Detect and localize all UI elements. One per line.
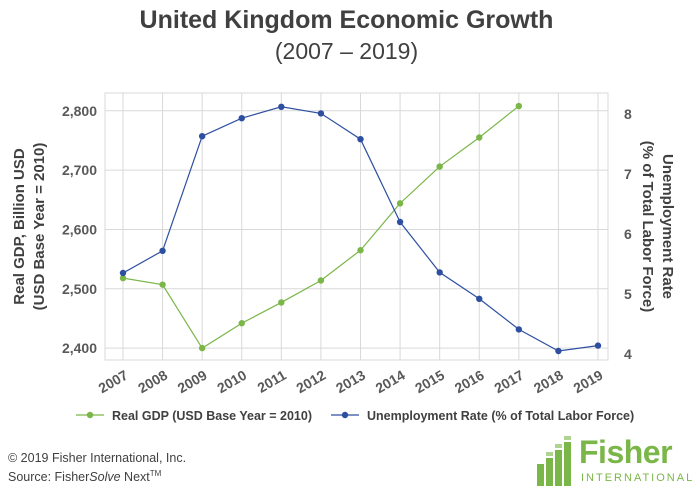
- y-left-axis-title: (USD Base Year = 2010): [31, 143, 48, 311]
- y-right-tick-label: 7: [624, 166, 632, 182]
- unemployment-data-point: [119, 269, 127, 277]
- legend-marker: [86, 411, 94, 419]
- legend-marker: [341, 411, 349, 419]
- gdp-data-point: [159, 281, 166, 288]
- x-tick-label: 2008: [135, 367, 170, 397]
- y-right-axis-title: Unemployment Rate: [659, 154, 676, 299]
- x-tick-label: 2012: [293, 367, 328, 397]
- x-tick-label: 2014: [373, 367, 408, 397]
- fisher-logo: Fisher INTERNATIONAL: [535, 432, 692, 490]
- gdp-data-point: [396, 200, 404, 207]
- gdp-data-point: [515, 102, 523, 110]
- unemployment-data-point: [357, 136, 364, 143]
- x-tick-label: 2007: [96, 367, 131, 397]
- y-left-axis-title: Real GDP, Billion USD: [11, 148, 28, 305]
- footer: © 2019 Fisher International, Inc. Source…: [8, 450, 186, 485]
- y-left-tick-label: 2,500: [62, 281, 97, 297]
- gdp-data-point: [119, 274, 127, 282]
- y-right-tick-label: 8: [624, 106, 632, 122]
- unemployment-data-point: [555, 347, 562, 355]
- x-tick-label: 2017: [491, 367, 526, 397]
- x-tick-label: 2015: [412, 367, 447, 397]
- x-tick-label: 2009: [175, 367, 210, 397]
- gdp-data-point: [238, 320, 245, 327]
- x-tick-label: 2010: [214, 367, 249, 397]
- x-tick-label: 2013: [333, 367, 368, 397]
- unemployment-data-point: [594, 342, 602, 349]
- source-tm: TM: [149, 469, 162, 478]
- chart-title: United Kingdom Economic Growth: [139, 6, 554, 34]
- unemployment-data-point: [198, 133, 206, 140]
- bars-logo-icon: [537, 436, 571, 486]
- logo-subword: INTERNATIONAL: [581, 472, 693, 484]
- gdp-data-point: [476, 134, 483, 141]
- y-right-axis-title: (% of Total Labor Force): [639, 141, 656, 312]
- chart-subtitle: (2007 – 2019): [274, 38, 419, 64]
- gdp-data-point: [317, 277, 325, 284]
- gdp-data-point: [198, 344, 206, 352]
- unemployment-data-point: [317, 110, 325, 117]
- x-tick-label: 2019: [571, 367, 606, 397]
- unemployment-data-point: [278, 103, 285, 111]
- unemployment-data-point: [238, 115, 245, 122]
- unemployment-data-point: [436, 269, 443, 276]
- source-suffix: Next: [120, 470, 150, 485]
- y-left-tick-label: 2,600: [62, 221, 97, 237]
- source-prefix: Source: Fisher: [8, 470, 90, 485]
- y-left-tick-label: 2,700: [62, 162, 97, 178]
- unemployment-data-point: [515, 326, 523, 333]
- x-tick-label: 2011: [255, 367, 289, 396]
- gdp-data-point: [357, 247, 364, 254]
- y-right-tick-label: 5: [624, 286, 632, 302]
- x-tick-label: 2016: [452, 367, 487, 397]
- legend-label: Real GDP (USD Base Year = 2010): [112, 409, 312, 423]
- unemployment-data-point: [476, 295, 483, 302]
- y-left-tick-label: 2,800: [62, 103, 97, 119]
- y-right-tick-label: 4: [624, 346, 632, 362]
- y-left-tick-label: 2,400: [62, 340, 97, 356]
- unemployment-data-point: [159, 247, 166, 254]
- copyright-text: © 2019 Fisher International, Inc.: [8, 451, 187, 465]
- unemployment-data-point: [396, 218, 404, 226]
- logo-word: Fisher: [579, 434, 673, 470]
- gdp-data-point: [278, 299, 285, 306]
- source-text: Source: FisherSolve NextTM: [8, 466, 186, 485]
- plot-frame: [104, 92, 609, 361]
- x-tick-label: 2018: [531, 367, 566, 397]
- legend-label: Unemployment Rate (% of Total Labor Forc…: [367, 409, 634, 423]
- y-right-tick-label: 6: [624, 226, 632, 242]
- source-italic: Solve: [89, 470, 121, 485]
- gdp-data-point: [436, 163, 443, 170]
